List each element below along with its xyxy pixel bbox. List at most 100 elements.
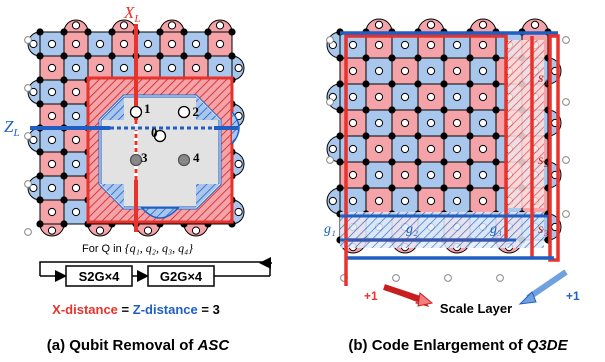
data-qubit (84, 52, 92, 60)
idle-qubit (24, 36, 32, 44)
ancilla-qubit (47, 183, 57, 193)
ancilla-qubit (452, 196, 462, 206)
idle-qubit (326, 98, 334, 106)
boundary-ancilla (530, 20, 540, 29)
ancilla-qubit (400, 118, 410, 128)
data-qubit (204, 52, 212, 60)
idle-qubit (444, 274, 452, 282)
data-qubit (440, 54, 448, 62)
idle-qubit (24, 132, 32, 140)
ancilla-qubit (348, 144, 358, 154)
ancilla-qubit (478, 66, 488, 76)
qubit-label-0: 0 (151, 125, 158, 140)
corner-stabilizer (100, 184, 124, 208)
data-qubit (36, 172, 44, 180)
data-qubit (440, 158, 448, 166)
data-qubit (60, 100, 68, 108)
data-qubit (336, 80, 344, 88)
ancilla-qubit (400, 40, 410, 50)
idle-qubit (326, 156, 334, 164)
ancilla-qubit (374, 40, 384, 50)
data-qubit (466, 184, 474, 192)
boundary-ancilla (71, 21, 81, 30)
boundary-ancilla (143, 226, 153, 235)
data-qubit (60, 52, 68, 60)
boundary-ancilla (191, 226, 201, 235)
ancilla-qubit (71, 159, 81, 169)
qubit-label-2: 2 (193, 104, 200, 119)
data-qubit (440, 132, 448, 140)
data-qubit (336, 106, 344, 114)
boundary-ancilla (119, 21, 129, 30)
data-qubit (492, 184, 500, 192)
ancilla-qubit (452, 40, 462, 50)
qubit-1-marker (129, 105, 143, 119)
data-qubit (492, 158, 500, 166)
boundary-ancilla (478, 20, 488, 29)
g2g-label: G2G×4 (160, 269, 203, 284)
scale-layer-label: Scale Layer (440, 301, 512, 316)
data-qubit (36, 52, 44, 60)
idle-qubit (24, 84, 32, 92)
data-qubit (466, 80, 474, 88)
data-qubit (156, 28, 164, 36)
s2g-label: S2G×4 (79, 269, 121, 284)
boundary-ancilla (167, 21, 177, 30)
data-qubit (336, 54, 344, 62)
ancilla-qubit (47, 111, 57, 121)
data-qubit (414, 184, 422, 192)
data-qubit (36, 28, 44, 36)
ancilla-qubit (71, 183, 81, 193)
qubit-2-marker (177, 105, 191, 119)
qubit-0-marker (153, 129, 167, 143)
ancilla-qubit (400, 170, 410, 180)
data-qubit (466, 54, 474, 62)
ancilla-qubit (47, 63, 57, 73)
logical-operators (30, 24, 238, 232)
ancilla-qubit (452, 170, 462, 180)
data-qubit (108, 28, 116, 36)
boundary-ancilla (95, 226, 105, 235)
enlarged-red-boundary (548, 34, 560, 262)
ancilla-qubit (426, 196, 436, 206)
ancilla-qubit (426, 92, 436, 102)
data-qubit (492, 106, 500, 114)
ancilla-qubit (71, 135, 81, 145)
scale-labels: s₁ s₂ s₃ g₁ g₂ g₃ (324, 71, 548, 237)
ancilla-qubit (71, 63, 81, 73)
boundary-ancilla (374, 20, 384, 29)
data-qubit (60, 220, 68, 228)
ancilla-qubit (215, 63, 225, 73)
ancilla-qubit (47, 207, 57, 217)
ancilla-qubit (71, 87, 81, 97)
idle-qubit (326, 36, 334, 44)
g1-label: g₁ (324, 222, 336, 237)
ancilla-qubit (47, 159, 57, 169)
ancilla-qubit (71, 207, 81, 217)
ancilla-qubit (348, 66, 358, 76)
scale-layer-row (340, 212, 544, 248)
left-removal-overlay (86, 76, 240, 224)
ancilla-qubit (167, 39, 177, 49)
idle-qubit (562, 98, 570, 106)
for-q-label: For Q in {q₁, q₂, q₃, q₄} (82, 241, 193, 255)
idle-qubit (24, 228, 32, 236)
ancilla-qubit (478, 170, 488, 180)
ancilla-qubit (426, 118, 436, 128)
loop-return-line (39, 261, 271, 276)
ancilla-qubit (374, 144, 384, 154)
ancilla-qubit (95, 63, 105, 73)
data-qubit (336, 158, 344, 166)
data-qubit (388, 54, 396, 62)
data-qubit (60, 196, 68, 204)
idle-qubit (293, 181, 300, 188)
qubit-label-4: 4 (193, 150, 200, 165)
boundary-ancilla (29, 39, 38, 49)
idle-qubit (496, 274, 504, 282)
data-qubit (60, 76, 68, 84)
blue-arrow-shaft (526, 269, 568, 301)
data-qubit (414, 158, 422, 166)
data-qubit (362, 132, 370, 140)
